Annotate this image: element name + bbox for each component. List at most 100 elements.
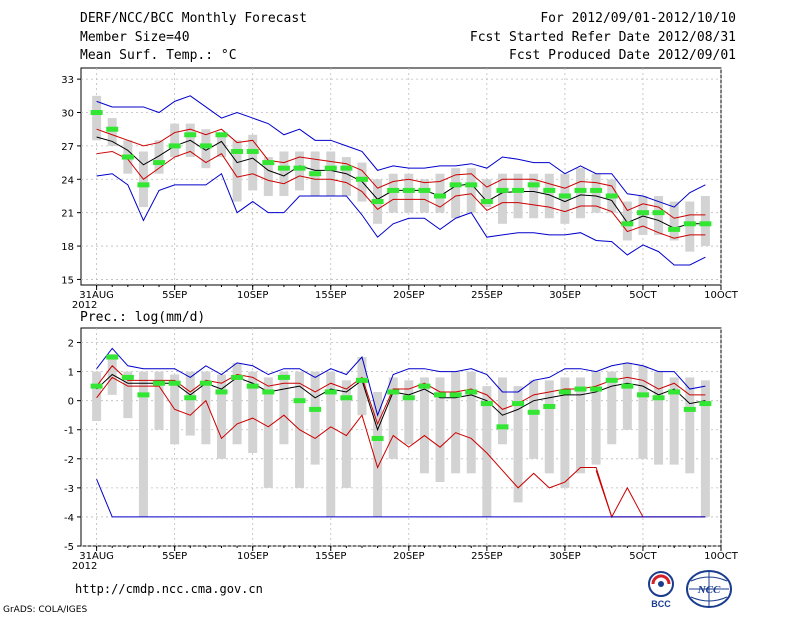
prec-xtick-label: 5OCT [629, 551, 657, 562]
prec-obs-marker [121, 374, 134, 380]
prec-obs-marker [90, 383, 103, 389]
source-url[interactable]: http://cmdp.ncc.cma.gov.cn [75, 582, 263, 596]
temp-obs-marker [199, 143, 212, 149]
temp-obs-marker [371, 199, 384, 205]
prec-spread-box [185, 371, 195, 436]
prec-spread-box [263, 377, 273, 488]
prec-obs-marker [605, 377, 618, 383]
temp-spread-box [326, 151, 336, 196]
prec-spread-box [607, 371, 617, 445]
temp-spread-box [388, 173, 398, 213]
temp-spread-box [654, 195, 664, 235]
temp-obs-marker [246, 148, 259, 154]
prec-obs-marker [558, 389, 571, 395]
temp-spread-box [482, 179, 492, 208]
temp-xtick-label: 10SEP [237, 290, 268, 301]
temp-obs-marker [121, 154, 134, 160]
prec-spread-box [404, 380, 414, 445]
temp-spread-box [622, 201, 632, 241]
prec-spread-box [123, 371, 133, 419]
temp-ytick-label: 33 [61, 75, 74, 86]
temp-obs-marker [153, 160, 166, 166]
prec-ytick-label: 2 [68, 339, 74, 350]
prec-spread-box [357, 357, 367, 416]
fcst-started-date: Fcst Started Refer Date 2012/08/31 [469, 30, 736, 45]
prec-ytick-label: 1 [68, 368, 74, 379]
bcc-logo: BCC [648, 571, 674, 609]
prec-spread-box [466, 371, 476, 474]
prec-spread-box [482, 386, 492, 517]
temp-spread-box [591, 173, 601, 213]
prec-xtick-label: 30SEP [549, 551, 580, 562]
temp-obs-marker [512, 187, 525, 193]
temp-obs-marker [106, 126, 119, 132]
temp-obs-marker [668, 226, 681, 232]
prec-obs-marker [309, 406, 322, 412]
temp-obs-marker [215, 132, 228, 138]
prec-spread-box [497, 377, 507, 445]
temp-obs-marker [402, 187, 415, 193]
temp-obs-marker [496, 187, 509, 193]
forecast-period: For 2012/09/01-2012/10/10 [540, 11, 736, 26]
prec-obs-marker [137, 392, 150, 398]
prec-spread-box [435, 377, 445, 483]
prec-obs-marker [262, 389, 275, 395]
prec-series-ensemble-max [96, 347, 706, 417]
temp-spread-box [466, 168, 476, 213]
temp-series-ensemble-max [96, 95, 706, 208]
temp-spread-box [419, 179, 429, 213]
prec-spread-box [232, 362, 242, 445]
chart-title: DERF/NCC/BCC Monthly Forecast [80, 11, 307, 26]
temp-obs-marker [262, 160, 275, 166]
temp-xtick-label: 10OCT [704, 290, 739, 301]
prec-xtick-label: 20SEP [393, 551, 424, 562]
prec-spread-box [326, 371, 336, 517]
prec-obs-marker [199, 380, 212, 386]
prec-spread-box [685, 377, 695, 474]
prec-series-upper-spread [96, 365, 706, 426]
prec-spread-box [560, 377, 570, 488]
temp-obs-marker [277, 165, 290, 171]
temp-spread-box [529, 173, 539, 219]
temp-obs-marker [636, 210, 649, 216]
prec-obs-marker [636, 392, 649, 398]
prec-obs-marker [434, 392, 447, 398]
temp-obs-marker [574, 187, 587, 193]
prec-spread-box [669, 377, 679, 465]
prec-spread-box [310, 371, 320, 465]
temp-spread-box [700, 195, 710, 247]
prec-obs-marker [480, 401, 493, 407]
prec-obs-marker [496, 424, 509, 430]
prec-obs-marker [168, 380, 181, 386]
prec-spread-box [451, 371, 461, 474]
temp-spread-box [576, 168, 586, 219]
temp-spread-box [685, 201, 695, 252]
temp-obs-marker [652, 210, 665, 216]
temp-spread-box [435, 173, 445, 213]
temp-obs-marker [340, 165, 353, 171]
temp-obs-marker [137, 182, 150, 188]
temp-xtick-label: 30SEP [549, 290, 580, 301]
temp-spread-box [107, 118, 117, 146]
temp-obs-marker [184, 132, 197, 138]
temp-ytick-label: 15 [61, 275, 74, 286]
prec-spread-box [654, 371, 664, 465]
temp-spread-box [295, 151, 305, 191]
prec-obs-marker [153, 380, 166, 386]
prec-obs-marker [621, 383, 634, 389]
temp-ytick-label: 24 [61, 175, 74, 186]
prec-obs-marker [184, 395, 197, 401]
prec-obs-marker [355, 377, 368, 383]
temp-obs-marker [465, 182, 478, 188]
prec-obs-marker [652, 395, 665, 401]
prec-obs-marker [418, 383, 431, 389]
prec-xtick-label: 25SEP [471, 551, 502, 562]
prec-spread-box [576, 377, 586, 474]
temp-year-label: 2012 [72, 300, 97, 310]
prec-spread-box [638, 365, 648, 459]
temp-spread-box [404, 173, 414, 213]
prec-obs-marker [699, 401, 712, 407]
prec-spread-box [201, 371, 211, 445]
ncc-logo-text: NCC [697, 584, 721, 596]
temp-obs-marker [418, 187, 431, 193]
